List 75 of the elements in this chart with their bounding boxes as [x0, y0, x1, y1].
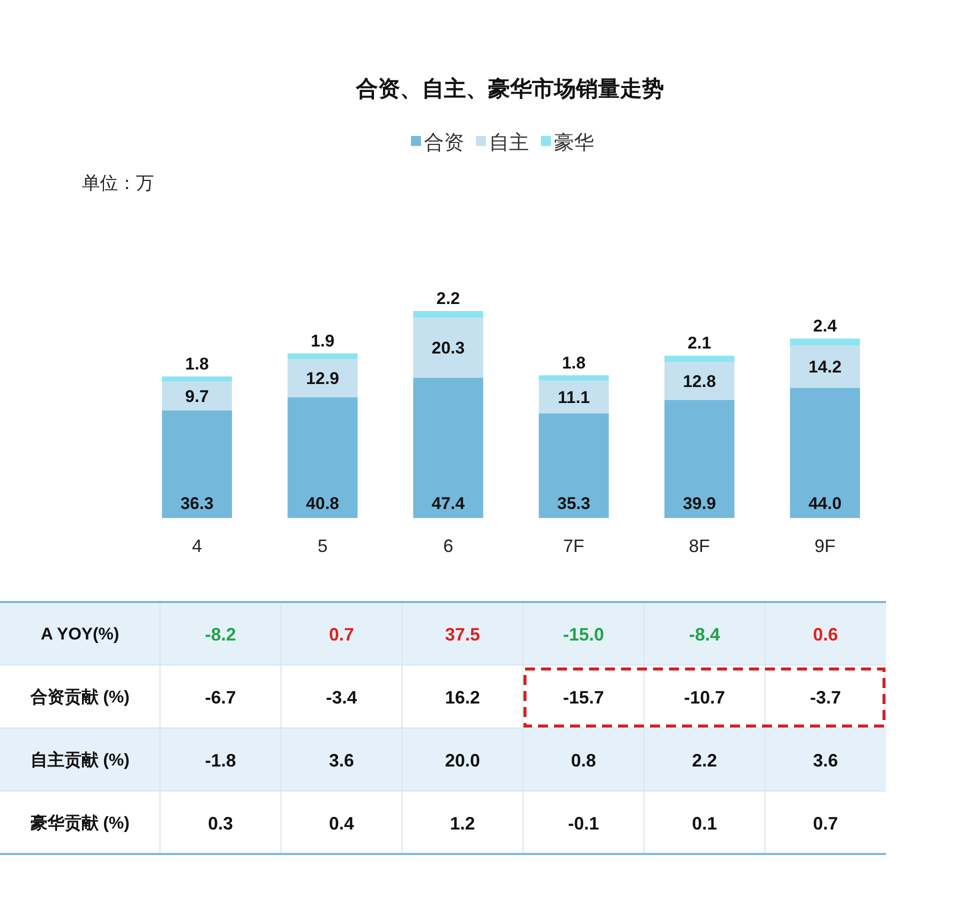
data-label: 2.1 [688, 334, 712, 353]
bar [162, 382, 232, 410]
bar [664, 362, 734, 400]
text: -8.2 [204, 624, 236, 644]
legend-label: 自主 [489, 131, 529, 154]
bar [790, 346, 860, 388]
bar [413, 311, 484, 318]
text: -6.7 [204, 688, 236, 708]
category-label: 自主贡献 (%) [30, 750, 130, 770]
bar [288, 397, 358, 518]
bar [664, 356, 734, 362]
text: -8.4 [688, 624, 720, 644]
text: 3.6 [328, 750, 354, 770]
text: 16.2 [444, 688, 480, 708]
text: 37.5 [444, 624, 480, 644]
text: 20.0 [444, 750, 480, 770]
bar [288, 353, 358, 359]
bar [288, 358, 358, 398]
bar [790, 388, 860, 518]
bar [790, 338, 860, 346]
category-label: A YOY(%) [40, 624, 120, 644]
text: 0.6 [812, 624, 838, 644]
text: 3.6 [812, 750, 838, 770]
text: -15.7 [562, 688, 604, 708]
text: 0.1 [692, 814, 718, 834]
text: -1.8 [204, 750, 236, 770]
x-tick-label: 6 [443, 536, 454, 556]
data-label: 14.2 [808, 358, 842, 377]
bar [413, 318, 484, 378]
data-label: 2.2 [436, 289, 460, 308]
bar [538, 380, 609, 414]
data-label: 36.3 [180, 494, 214, 513]
bar [538, 413, 609, 518]
x-tick-label: 7F [563, 536, 584, 556]
x-tick-label: 4 [192, 536, 202, 556]
text: 0.7 [328, 624, 354, 644]
data-label: 1.8 [562, 353, 586, 372]
data-label: 39.9 [682, 494, 716, 513]
data-label: 35.3 [557, 494, 590, 513]
data-label: 47.4 [432, 494, 466, 513]
text: 0.7 [812, 814, 838, 834]
bar [413, 378, 484, 518]
text: -3.4 [326, 688, 358, 708]
category-label: 合资贡献 (%) [30, 688, 130, 706]
bar [538, 375, 609, 381]
bar [664, 400, 734, 518]
data-label: 12.9 [306, 369, 340, 388]
text: -0.1 [568, 814, 600, 834]
data-label: 40.8 [306, 494, 340, 513]
text: -10.7 [684, 688, 726, 708]
x-tick-label: 8F [688, 536, 710, 556]
text: 0.3 [208, 814, 234, 834]
text: 单位：万 [82, 173, 154, 193]
bar [162, 376, 232, 382]
data-label: 12.8 [682, 372, 716, 391]
chart-title: 合资、自主、豪华市场销量走势 [355, 76, 664, 101]
data-label: 2.4 [813, 316, 838, 336]
text: 1.2 [450, 814, 476, 834]
x-tick-label: 5 [318, 536, 328, 556]
text: 0.8 [570, 750, 596, 770]
data-label: 20.3 [432, 338, 465, 358]
text: 2.2 [692, 750, 718, 770]
x-tick-label: 9F [814, 536, 836, 556]
category-label: 豪华贡献 (%) [30, 814, 130, 832]
text: -3.7 [810, 688, 842, 708]
legend-label: 合资 [424, 132, 464, 154]
bar [162, 410, 232, 518]
data-label: 11.1 [558, 388, 590, 408]
text: 0.4 [328, 814, 354, 834]
data-label: 1.9 [310, 331, 334, 350]
data-label: 9.7 [185, 387, 209, 406]
legend-label: 豪华 [554, 132, 594, 154]
data-label: 44.0 [808, 494, 842, 513]
text: -15.0 [562, 624, 604, 644]
data-label: 1.8 [185, 354, 209, 374]
